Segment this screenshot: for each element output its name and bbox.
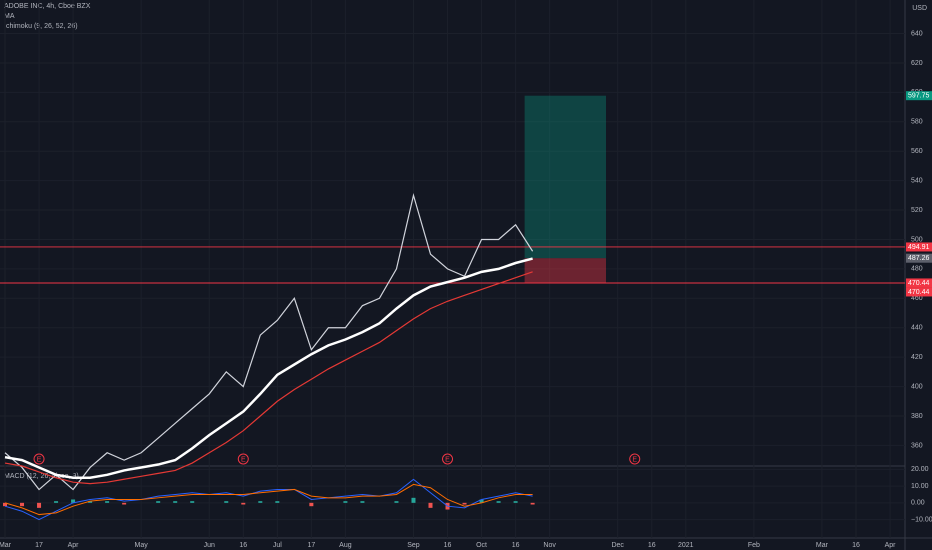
- x-tick-label: Aug: [339, 542, 352, 549]
- y-tick-label: 500: [911, 236, 923, 243]
- macd-histogram-bar: [411, 497, 416, 503]
- event-marker: [442, 453, 454, 465]
- event-marker: [629, 453, 641, 465]
- y-tick-label: 460: [911, 295, 923, 302]
- x-tick-label: 16: [444, 542, 452, 549]
- x-tick-label: 17: [307, 542, 315, 549]
- event-marker: [33, 453, 45, 465]
- macd-histogram-bar: [258, 501, 263, 503]
- macd-histogram-bar: [88, 501, 93, 503]
- macd-histogram-bar: [496, 501, 501, 503]
- price-tag: [906, 287, 932, 297]
- x-tick-label: Apr: [68, 542, 80, 549]
- macd-histogram-bar: [275, 501, 280, 503]
- x-tick-label: Apr: [885, 542, 897, 549]
- x-tick-label: 16: [648, 542, 656, 549]
- price-tag-label: 470.44: [908, 280, 930, 287]
- macd-histogram-bar: [428, 502, 433, 508]
- price-tag: [906, 242, 932, 252]
- x-tick-label: May: [135, 542, 149, 549]
- price-tag-label: 487.26: [908, 255, 930, 262]
- macd-histogram-bar: [530, 502, 535, 505]
- x-tick-label: Jun: [204, 542, 215, 549]
- y-tick-label: 380: [911, 413, 923, 420]
- indicator-line: [4, 257, 533, 480]
- macd-macd-line: [4, 478, 533, 521]
- y-tick-label: 400: [911, 383, 923, 390]
- macd-histogram-bar: [122, 502, 127, 505]
- macd-histogram-bar: [156, 501, 161, 503]
- macd-histogram-bar: [462, 502, 467, 505]
- x-tick-label: Dec: [611, 542, 624, 549]
- macd-histogram-bar: [479, 499, 484, 503]
- y2-tick-label: 0.00: [911, 500, 925, 507]
- x-tick-label: Mar: [0, 542, 12, 549]
- event-label: E: [37, 456, 42, 463]
- macd-histogram-bar: [105, 501, 110, 503]
- price-tag: [906, 278, 932, 288]
- y-tick-label: 580: [911, 119, 923, 126]
- macd-title: MACD (12, 26, close, 9): [4, 473, 79, 480]
- y-tick-label: 420: [911, 354, 923, 361]
- y-tick-label: 360: [911, 442, 923, 449]
- macd-histogram-bar: [20, 502, 25, 507]
- x-tick-label: Oct: [476, 542, 487, 549]
- y2-tick-label: 20.00: [911, 466, 929, 473]
- target-zone: [524, 95, 606, 259]
- macd-signal-line: [4, 483, 533, 516]
- price-line: [4, 192, 534, 491]
- macd-histogram-bar: [360, 501, 365, 503]
- macd-histogram-bar: [241, 502, 246, 505]
- macd-histogram-bar: [173, 501, 178, 503]
- macd-histogram-bar: [343, 501, 348, 503]
- stop-zone: [524, 258, 606, 283]
- macd-histogram-bar: [71, 499, 76, 503]
- y-tick-label: 520: [911, 207, 923, 214]
- price-tag-label: 470.44: [908, 289, 930, 296]
- x-tick-label: 16: [852, 542, 860, 549]
- event-label: E: [241, 456, 246, 463]
- macd-histogram-bar: [224, 501, 229, 503]
- macd-histogram-bar: [513, 501, 518, 503]
- indicator-line: [4, 271, 533, 485]
- x-tick-label: Jul: [273, 542, 282, 549]
- event-label: E: [445, 456, 450, 463]
- macd-histogram-bar: [394, 501, 399, 503]
- y2-tick-label: −10.00: [911, 516, 932, 523]
- price-tag: [906, 91, 932, 101]
- x-tick-label: 2021: [678, 542, 694, 549]
- event-label: E: [632, 456, 637, 463]
- x-tick-label: 16: [512, 542, 520, 549]
- price-tag-label: 494.91: [908, 244, 930, 251]
- macd-histogram-bar: [54, 501, 59, 503]
- chart-title: ADOBE INC, 4h, Cboe BZX: [4, 3, 91, 10]
- y-tick-label: 540: [911, 177, 923, 184]
- y-tick-label: 640: [911, 30, 923, 37]
- legend-entry: MA: [4, 13, 15, 20]
- x-tick-label: 16: [239, 542, 247, 549]
- y-tick-label: 440: [911, 325, 923, 332]
- currency-label: USD: [912, 5, 927, 12]
- y2-tick-label: 10.00: [911, 483, 929, 490]
- macd-histogram-bar: [309, 502, 314, 507]
- x-tick-label: Feb: [748, 542, 760, 549]
- event-marker: [237, 453, 249, 465]
- x-tick-label: Mar: [816, 542, 829, 549]
- y-tick-label: 480: [911, 266, 923, 273]
- y-tick-label: 620: [911, 60, 923, 67]
- x-tick-label: Nov: [543, 542, 556, 549]
- price-tag-label: 597.75: [908, 93, 930, 100]
- legend-entry: Ichimoku (9, 26, 52, 26): [4, 23, 78, 30]
- macd-histogram-bar: [37, 502, 42, 508]
- macd-histogram-bar: [190, 501, 195, 503]
- x-tick-label: Sep: [407, 542, 420, 549]
- y-tick-label: 560: [911, 148, 923, 155]
- price-tag: [906, 253, 932, 263]
- x-tick-label: 17: [35, 542, 43, 549]
- macd-histogram-bar: [3, 502, 7, 507]
